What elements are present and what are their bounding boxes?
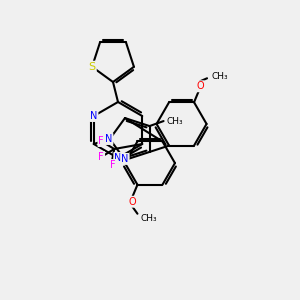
Text: CH₃: CH₃ [211,72,228,81]
Text: S: S [88,62,96,72]
Text: F: F [110,160,116,170]
Text: N: N [121,154,129,164]
Text: N: N [90,111,98,121]
Text: CH₃: CH₃ [167,117,183,126]
Text: CH₃: CH₃ [140,214,157,223]
Text: N: N [114,153,122,163]
Text: N: N [105,134,112,144]
Text: O: O [129,197,136,207]
Text: F: F [98,136,104,146]
Text: O: O [196,81,204,91]
Text: F: F [98,152,104,162]
